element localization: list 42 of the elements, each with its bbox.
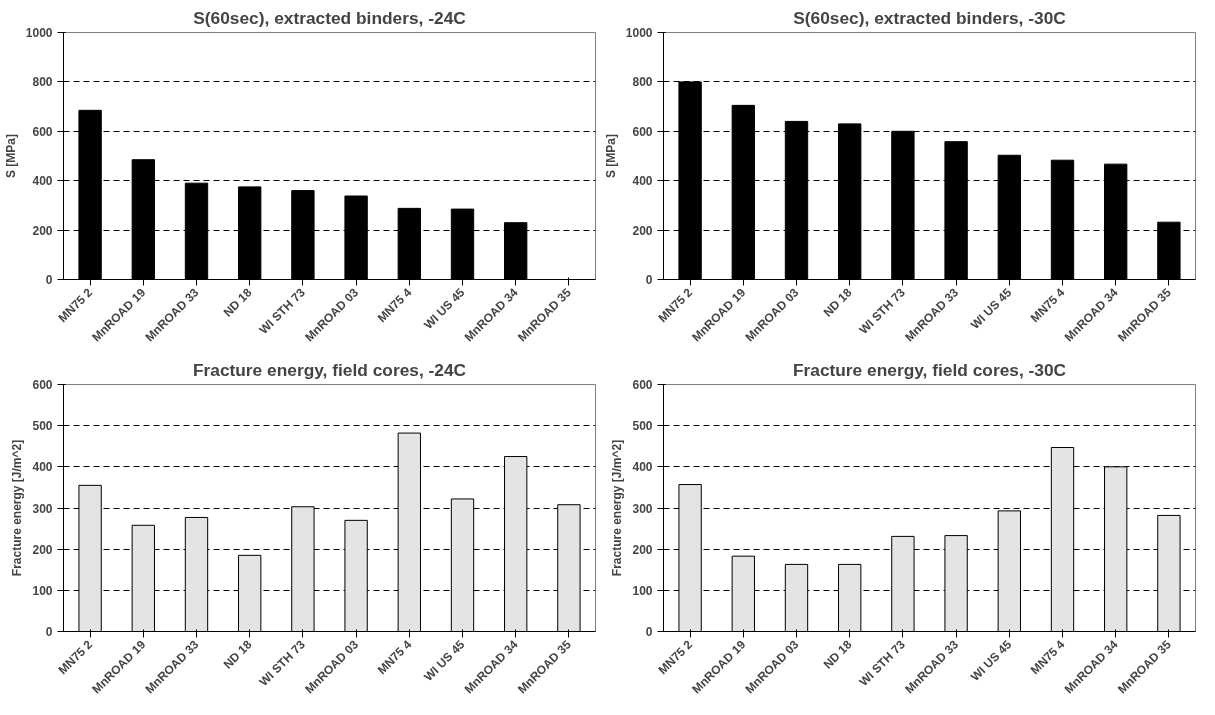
x-tick-label: ND 18 (820, 285, 855, 320)
y-tick-label: 500 (32, 419, 53, 434)
x-tick-label: ND 18 (820, 637, 855, 672)
chart-title: S(60sec), extracted binders, -30C (793, 7, 1067, 28)
x-tick-label: ND 18 (220, 285, 255, 320)
y-tick-label: 400 (32, 460, 53, 475)
y-tick-label: 100 (632, 583, 653, 598)
chart-title: S(60sec), extracted binders, -24C (193, 7, 467, 28)
y-axis-title: S [MPa] (603, 133, 618, 178)
y-tick-label: 100 (32, 583, 53, 598)
x-tick-label: WI US 45 (421, 637, 468, 684)
y-tick-label: 200 (632, 542, 653, 557)
chart-title: Fracture energy, field cores, -24C (192, 359, 467, 380)
y-tick-label: 0 (45, 273, 53, 287)
y-tick-label: 1000 (25, 26, 53, 40)
y-tick-label: 200 (32, 542, 53, 557)
y-tick-label: 200 (632, 223, 653, 238)
y-tick-label: 0 (645, 625, 653, 639)
y-axis-title: S [MPa] (3, 133, 18, 178)
y-tick-label: 600 (32, 378, 53, 392)
y-tick-label: 500 (632, 419, 653, 434)
y-tick-label: 400 (632, 174, 653, 189)
y-tick-label: 300 (32, 501, 53, 516)
chart-title: Fracture energy, field cores, -30C (792, 359, 1067, 380)
y-tick-label: 0 (45, 625, 53, 639)
y-tick-label: 800 (32, 75, 53, 90)
y-tick-label: 0 (645, 273, 653, 287)
y-tick-label: 400 (32, 174, 53, 189)
y-tick-label: 800 (632, 75, 653, 90)
y-tick-label: 300 (632, 501, 653, 516)
x-tick-label: WI US 45 (421, 285, 468, 332)
y-tick-label: 1000 (625, 26, 653, 40)
y-tick-label: 400 (632, 460, 653, 475)
x-tick-label: ND 18 (220, 637, 255, 672)
x-tick-label: WI US 45 (968, 285, 1015, 332)
y-tick-label: 600 (632, 124, 653, 139)
y-tick-label: 600 (32, 124, 53, 139)
y-axis-title: Fracture energy [J/m^2] (610, 439, 625, 577)
y-axis-title: Fracture energy [J/m^2] (10, 439, 25, 577)
x-tick-label: WI US 45 (968, 637, 1015, 684)
y-tick-label: 600 (632, 378, 653, 392)
y-tick-label: 200 (32, 223, 53, 238)
